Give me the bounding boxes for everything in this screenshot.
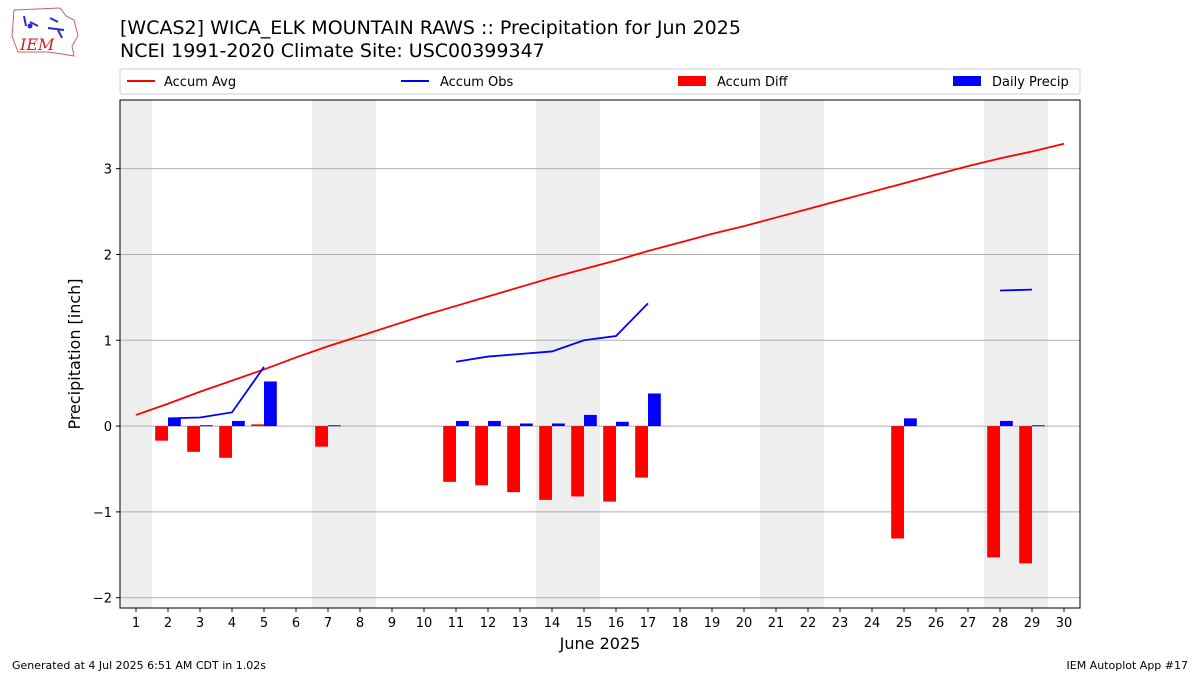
y-tick-label: 1 (104, 334, 112, 349)
accum-diff-bar (1019, 426, 1032, 564)
daily-precip-bar (648, 393, 661, 427)
x-tick-label: 29 (1024, 616, 1041, 631)
x-tick-label: 11 (448, 616, 465, 631)
x-tick-label: 19 (704, 616, 721, 631)
accum-diff-bar (251, 424, 264, 427)
accum-diff-bar (475, 426, 488, 486)
daily-precip-bar (456, 420, 469, 427)
daily-precip-bar (264, 381, 277, 427)
daily-precip-bar (200, 425, 213, 427)
x-tick-label: 18 (672, 616, 689, 631)
legend-label: Accum Diff (717, 75, 789, 90)
x-tick-label: 12 (480, 616, 497, 631)
daily-precip-bar (552, 423, 565, 427)
x-tick-label: 24 (864, 616, 881, 631)
accum-diff-bar (987, 426, 1000, 558)
accum-obs-line (999, 288, 1033, 292)
accum-diff-bar (571, 426, 584, 497)
y-tick-label: 0 (104, 420, 112, 435)
accum-diff-bar (155, 426, 168, 441)
x-tick-label: 22 (800, 616, 817, 631)
x-tick-label: 17 (640, 616, 657, 631)
y-axis-label: Precipitation [inch] (65, 278, 84, 429)
x-tick-label: 10 (416, 616, 433, 631)
legend-label: Accum Avg (164, 75, 236, 90)
accum-avg-line (135, 142, 1065, 416)
accum-diff-bar (539, 426, 552, 500)
app-credit: IEM Autoplot App #17 (1066, 659, 1189, 672)
x-tick-label: 25 (896, 616, 913, 631)
chart-subtitle: NCEI 1991-2020 Climate Site: USC00399347 (120, 40, 545, 62)
x-tick-label: 23 (832, 616, 849, 631)
chart-title: [WCAS2] WICA_ELK MOUNTAIN RAWS :: Precip… (120, 17, 741, 39)
accum-obs-line (455, 302, 649, 363)
accum-obs-line (167, 366, 265, 420)
x-tick-label: 27 (960, 616, 977, 631)
svg-text:IEM: IEM (19, 35, 55, 54)
x-tick-label: 3 (196, 616, 204, 631)
x-tick-label: 16 (608, 616, 625, 631)
x-tick-label: 9 (388, 616, 396, 631)
daily-precip-bar (616, 421, 629, 427)
x-tick-label: 8 (356, 616, 364, 631)
legend-swatch (678, 76, 706, 86)
accum-diff-bar (219, 426, 232, 458)
accum-diff-bar (187, 426, 200, 452)
daily-precip-bar (1032, 425, 1045, 427)
daily-precip-bar (168, 418, 181, 427)
x-tick-label: 5 (260, 616, 268, 631)
x-tick-label: 7 (324, 616, 332, 631)
accum-diff-bar (603, 426, 616, 502)
x-tick-label: 15 (576, 616, 593, 631)
x-axis-label: June 2025 (559, 634, 641, 653)
y-tick-label: −1 (93, 506, 112, 521)
accum-diff-bar (507, 426, 520, 493)
plot-frame (119, 99, 1081, 609)
iem-logo: IEM (11, 7, 79, 57)
accum-diff-bar (891, 426, 904, 539)
x-tick-label: 1 (132, 616, 140, 631)
accum-diff-bar (315, 426, 328, 447)
y-tick-label: −2 (93, 592, 112, 607)
legend-label: Daily Precip (992, 75, 1069, 90)
y-tick-label: 3 (104, 163, 112, 178)
daily-precip-bar (1000, 420, 1013, 427)
accum-diff-bar (635, 426, 648, 478)
x-tick-label: 13 (512, 616, 529, 631)
weekend-shade (312, 100, 376, 608)
accum-diff-bar (443, 426, 456, 482)
weekend-shade (760, 100, 824, 608)
daily-precip-bar (904, 418, 917, 427)
x-tick-label: 2 (164, 616, 172, 631)
x-tick-label: 4 (228, 616, 236, 631)
y-tick-label: 2 (104, 248, 112, 263)
daily-precip-bar (584, 414, 597, 427)
x-tick-label: 30 (1056, 616, 1073, 631)
legend-label: Accum Obs (440, 75, 513, 90)
daily-precip-bar (488, 420, 501, 427)
daily-precip-bar (328, 425, 341, 427)
weekend-shade (536, 100, 600, 608)
x-tick-label: 21 (768, 616, 785, 631)
generated-timestamp: Generated at 4 Jul 2025 6:51 AM CDT in 1… (12, 659, 266, 672)
x-tick-label: 6 (292, 616, 300, 631)
x-tick-label: 26 (928, 616, 945, 631)
legend: Accum Avg Accum Obs Accum Diff Daily Precip (119, 68, 1081, 95)
x-tick-label: 28 (992, 616, 1009, 631)
daily-precip-bar (520, 423, 533, 427)
daily-precip-bar (232, 420, 245, 427)
x-tick-label: 20 (736, 616, 753, 631)
legend-swatch (953, 76, 981, 86)
x-tick-label: 14 (544, 616, 561, 631)
weekend-shade (120, 100, 152, 608)
legend-box (119, 68, 1081, 95)
